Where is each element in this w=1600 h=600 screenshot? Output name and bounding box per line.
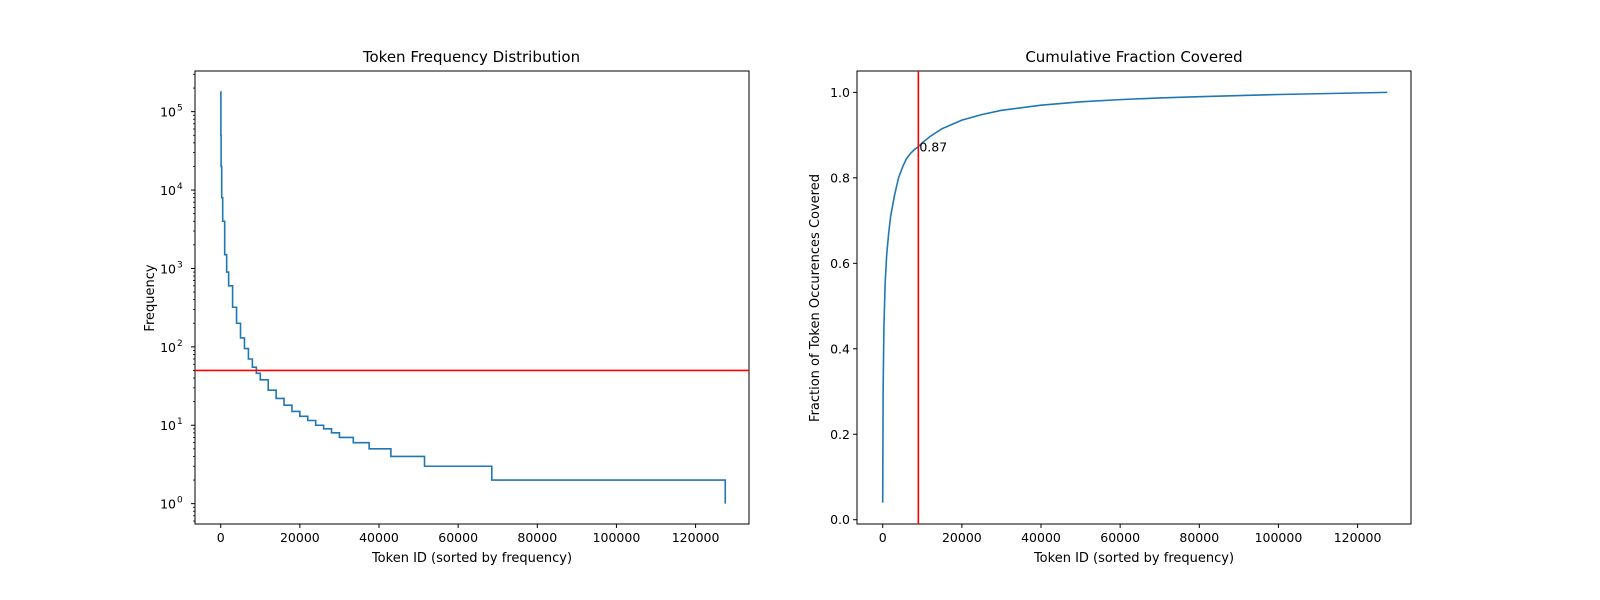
chart-left-xtick-label: 60000 <box>438 530 478 545</box>
chart-right-xtick-label: 120000 <box>1334 530 1382 545</box>
chart-left-ytick-exponent: 0 <box>177 496 183 506</box>
chart-left-xlabel: Token ID (sorted by frequency) <box>371 551 572 566</box>
chart-left-ytick-label: 10 <box>160 105 176 120</box>
chart-left-series-line <box>220 90 727 504</box>
chart-left-ytick-exponent: 4 <box>177 182 183 192</box>
chart-left-xtick-label: 120000 <box>672 530 720 545</box>
chart-right-ytick-label: 0.6 <box>830 256 850 271</box>
chart-left-xtick-label: 80000 <box>517 530 557 545</box>
chart-left-ylabel: Frequency <box>143 264 158 331</box>
chart-right-frame <box>856 70 1412 525</box>
chart-right-x-ticks: 0 20000 40000 60000 80000 100000 120000 <box>879 524 1382 545</box>
chart-right-ytick-label: 0.0 <box>830 512 850 527</box>
chart-left-ytick-label: 10 <box>160 261 176 276</box>
chart-left-ytick-label: 10 <box>160 497 176 512</box>
chart-right-y-ticks: 0.0 0.2 0.4 0.6 0.8 1.0 <box>830 85 857 527</box>
chart-left-title: Token Frequency Distribution <box>362 48 580 66</box>
chart-left-series <box>195 90 749 504</box>
chart-left: Token Frequency Distribution 0 20000 40000… <box>143 48 750 566</box>
chart-left-ytick-exponent: 2 <box>177 339 183 349</box>
chart-left-ytick-exponent: 5 <box>177 104 183 114</box>
chart-left-x-ticks: 0 20000 40000 60000 80000 100000 120000 <box>217 524 720 545</box>
chart-right-xlabel: Token ID (sorted by frequency) <box>1033 551 1234 566</box>
chart-left-ytick-exponent: 3 <box>177 260 183 270</box>
chart-left-xtick-label: 20000 <box>280 530 320 545</box>
chart-right-xtick-label: 0 <box>879 530 887 545</box>
chart-right-ytick-label: 0.4 <box>830 341 850 356</box>
chart-right-xtick-label: 40000 <box>1021 530 1061 545</box>
chart-right-series-line <box>881 91 1388 503</box>
chart-right-annotation: 0.87 <box>919 140 947 155</box>
chart-right-xtick-label: 20000 <box>942 530 982 545</box>
chart-right-ytick-label: 1.0 <box>830 85 850 100</box>
chart-left-frame <box>194 70 750 525</box>
chart-left-xtick-label: 100000 <box>593 530 641 545</box>
chart-right: Cumulative Fraction Covered 0 20000 40000 6… <box>808 48 1412 566</box>
chart-right-xtick-label: 100000 <box>1255 530 1303 545</box>
chart-right-xtick-label: 60000 <box>1100 530 1140 545</box>
chart-right-ytick-label: 0.2 <box>830 427 850 442</box>
chart-right-title: Cumulative Fraction Covered <box>1025 48 1242 66</box>
chart-right-series: 0.87 <box>881 71 1388 524</box>
chart-right-ylabel: Fraction of Token Occurences Covered <box>808 174 823 422</box>
chart-left-ytick-label: 10 <box>160 340 176 355</box>
chart-right-ytick-label: 0.8 <box>830 170 850 185</box>
chart-left-ytick-label: 10 <box>160 418 176 433</box>
chart-left-xtick-label: 0 <box>217 530 225 545</box>
chart-right-xtick-label: 80000 <box>1179 530 1219 545</box>
chart-left-ytick-exponent: 1 <box>177 417 183 427</box>
chart-left-ytick-label: 10 <box>160 183 176 198</box>
chart-left-xtick-label: 40000 <box>359 530 399 545</box>
